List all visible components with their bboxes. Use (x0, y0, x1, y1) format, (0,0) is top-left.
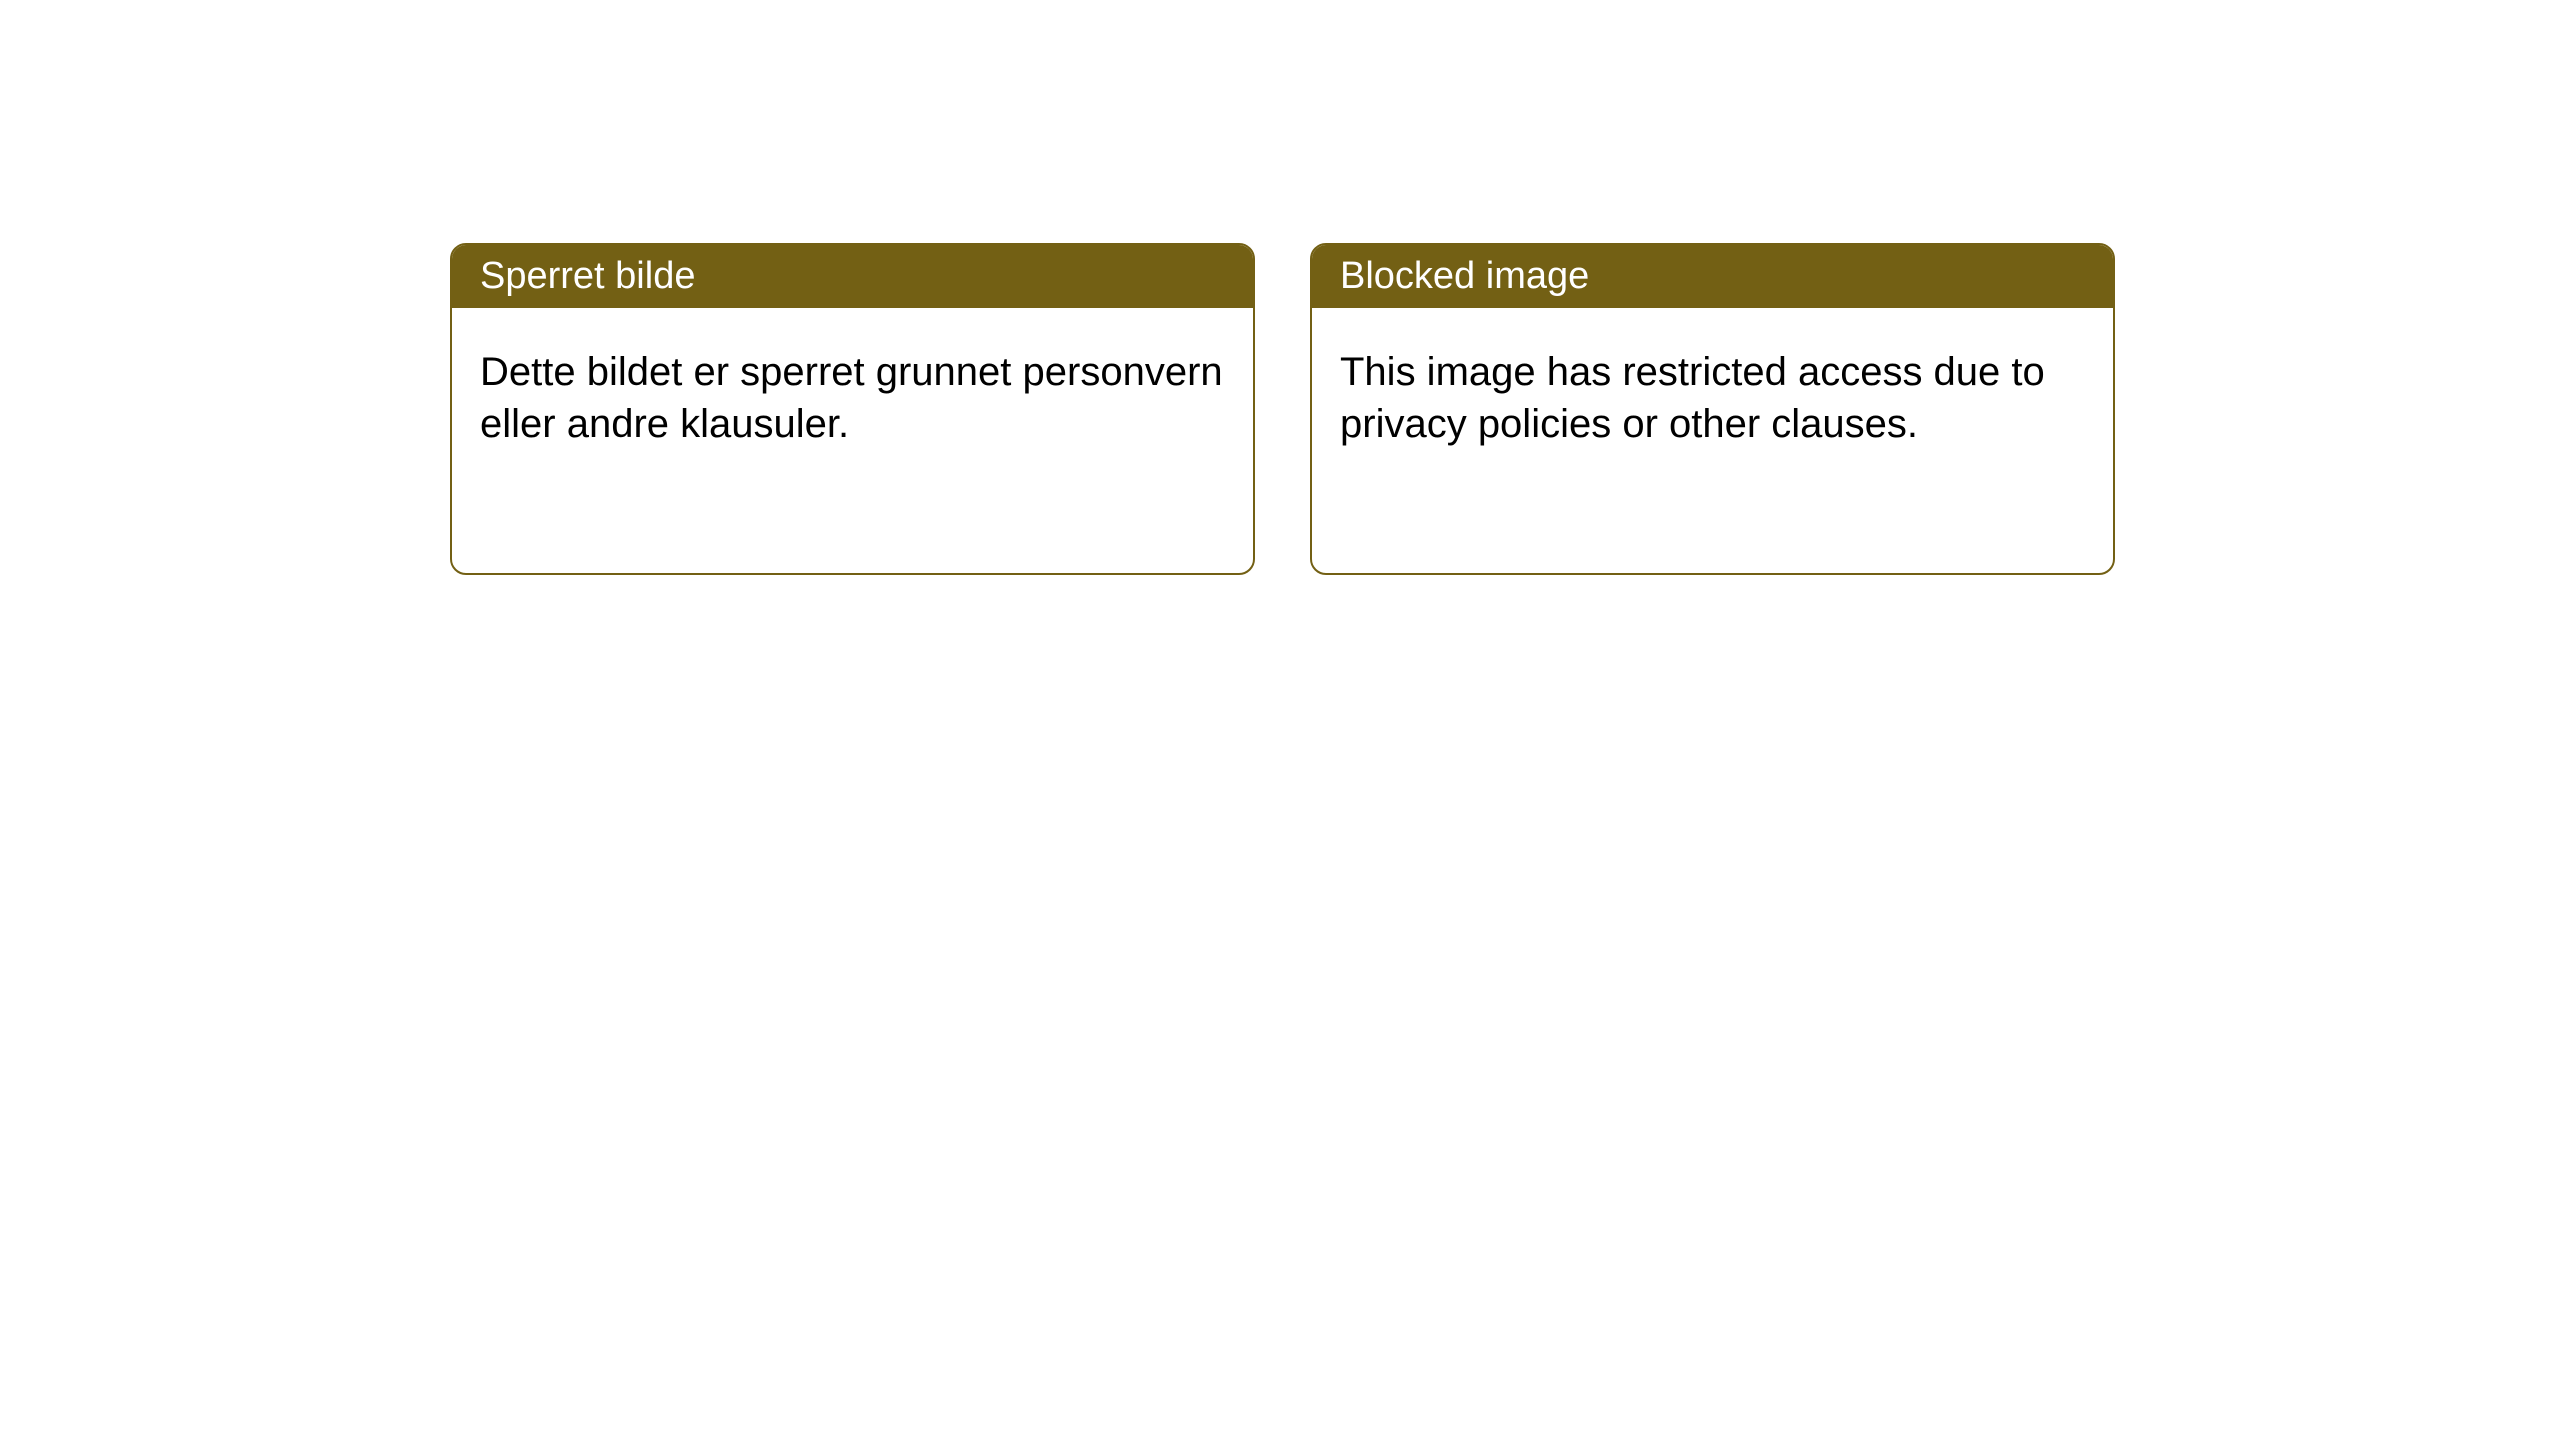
notice-header: Sperret bilde (452, 245, 1253, 308)
notice-title: Sperret bilde (480, 255, 695, 297)
notice-box-english: Blocked image This image has restricted … (1310, 243, 2115, 575)
notice-text: Dette bildet er sperret grunnet personve… (480, 350, 1223, 446)
notice-body: This image has restricted access due to … (1312, 308, 2113, 488)
notice-container: Sperret bilde Dette bildet er sperret gr… (0, 0, 2560, 575)
notice-title: Blocked image (1340, 255, 1589, 297)
notice-box-norwegian: Sperret bilde Dette bildet er sperret gr… (450, 243, 1255, 575)
notice-text: This image has restricted access due to … (1340, 350, 2045, 446)
notice-body: Dette bildet er sperret grunnet personve… (452, 308, 1253, 488)
notice-header: Blocked image (1312, 245, 2113, 308)
